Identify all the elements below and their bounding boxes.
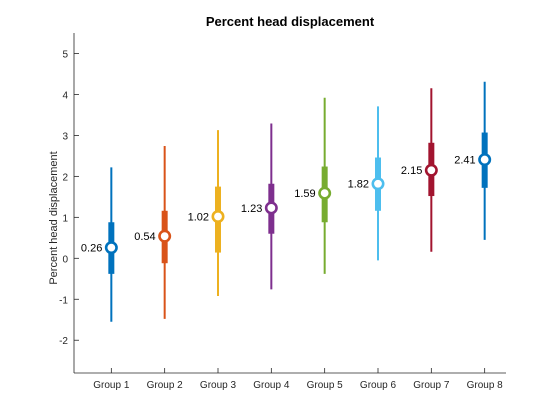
x-tick-label: Group 5: [307, 380, 344, 391]
chart-title: Percent head displacement: [206, 14, 375, 29]
median-label: 2.41: [454, 155, 475, 167]
median-dot: [323, 191, 326, 195]
y-tick-label: 0: [62, 254, 68, 265]
y-axis-label: Percent head displacement: [48, 151, 60, 284]
median-dot: [270, 206, 273, 210]
y-tick-label: 4: [62, 90, 68, 101]
x-tick-label: Group 3: [200, 380, 237, 391]
box-marks: [104, 81, 492, 322]
median-dot: [216, 215, 220, 218]
median-label: 0.26: [81, 243, 102, 255]
median-label: 1.59: [294, 188, 315, 200]
median-dot: [110, 246, 113, 249]
x-tick-label: Group 1: [93, 380, 130, 391]
axes: -2 -1 0 1 2 3 4 5 Group 1 Group 2 Group 3 Group 4 Gr…: [59, 33, 506, 391]
median-label: 1.02: [188, 212, 209, 224]
y-tick-label: -2: [59, 336, 68, 347]
median-dot: [163, 234, 166, 238]
x-tick-label: Group 8: [467, 380, 504, 391]
y-tick-label: -1: [59, 295, 68, 306]
y-tick-label: 2: [62, 172, 68, 183]
median-label: 1.82: [348, 179, 369, 191]
y-tick-label: 1: [62, 213, 68, 224]
median-labels: 0.26 0.54 1.02 1.23 1.59 1.82 2.15 2.41: [81, 155, 476, 255]
y-tick-label: 5: [62, 49, 68, 60]
median-dot: [483, 158, 486, 161]
x-tick-label: Group 6: [360, 380, 397, 391]
x-tick-label: Group 2: [147, 380, 184, 391]
median-dot: [376, 182, 380, 185]
y-tick-label: 3: [62, 131, 68, 142]
median-label: 2.15: [401, 165, 422, 177]
x-tick-label: Group 4: [253, 380, 290, 391]
median-label: 0.54: [134, 231, 155, 243]
median-dot: [430, 169, 433, 172]
x-tick-label: Group 7: [413, 380, 450, 391]
median-label: 1.23: [241, 203, 262, 215]
